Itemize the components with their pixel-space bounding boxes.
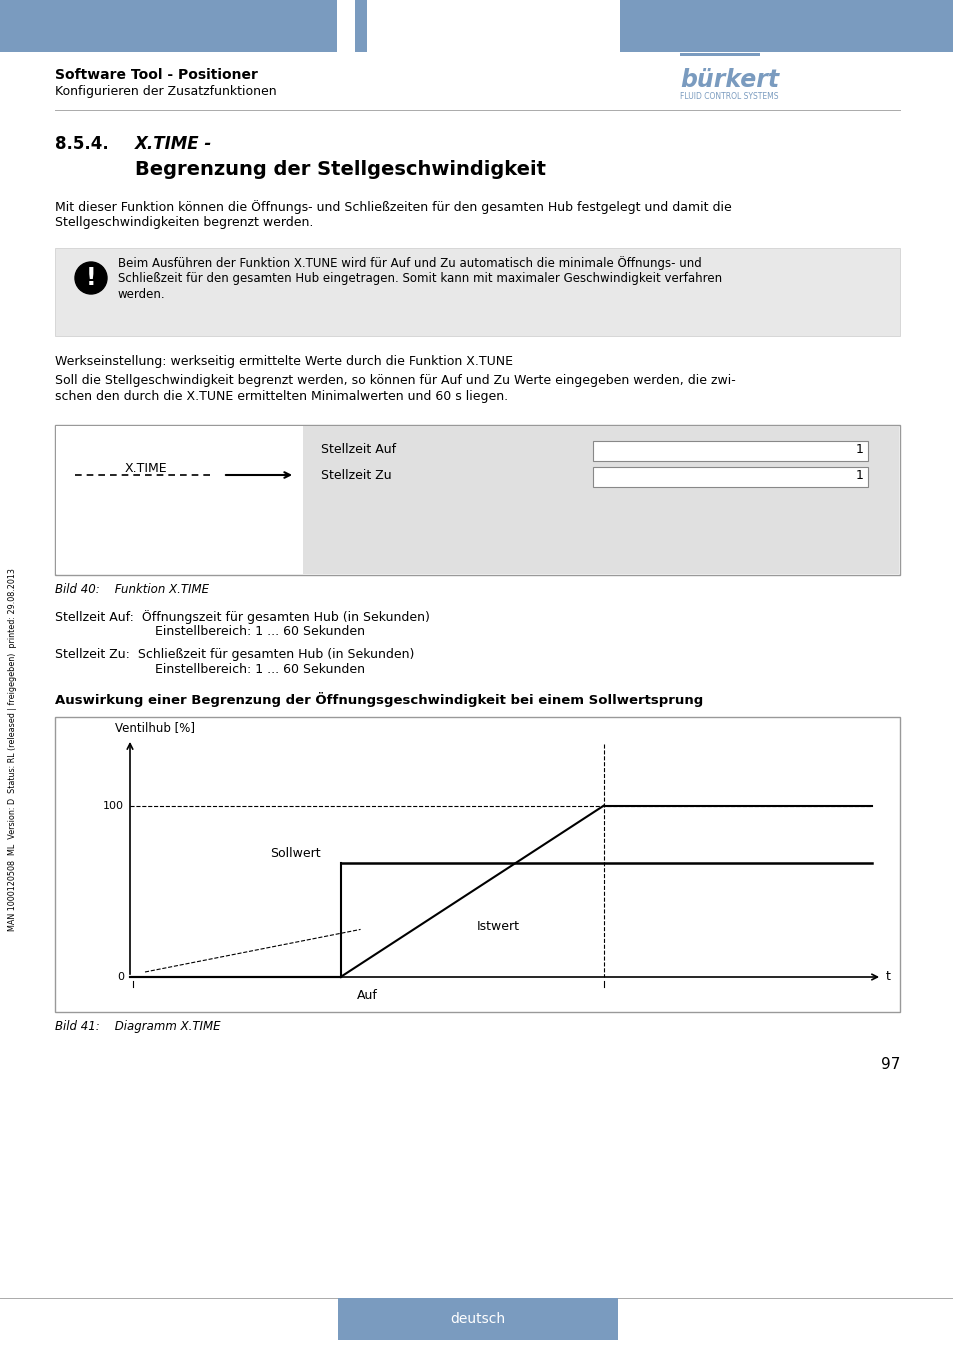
Text: Software Tool - Positioner: Software Tool - Positioner [55,68,257,82]
Text: MAN 1000120508  ML  Version: D  Status: RL (released | freigegeben)  printed: 29: MAN 1000120508 ML Version: D Status: RL … [9,568,17,932]
Bar [716,47,728,53]
Bar [593,441,867,460]
Text: 100: 100 [103,801,124,810]
Bar [619,0,953,53]
Circle shape [75,262,107,294]
Text: Stellzeit Zu: Stellzeit Zu [320,468,392,482]
Text: Schließzeit für den gesamten Hub eingetragen. Somit kann mit maximaler Geschwind: Schließzeit für den gesamten Hub eingetr… [118,271,721,285]
Text: Auswirkung einer Begrenzung der Öffnungsgeschwindigkeit bei einem Sollwertsprung: Auswirkung einer Begrenzung der Öffnungs… [55,693,702,707]
Bar [0,0,336,53]
Text: Einstellbereich: 1 ... 60 Sekunden: Einstellbereich: 1 ... 60 Sekunden [154,663,365,676]
Bar [55,717,899,1012]
Text: !: ! [86,266,96,290]
Text: 97: 97 [880,1057,899,1072]
Text: bürkert: bürkert [679,68,779,92]
Text: Stellzeit Auf: Stellzeit Auf [320,443,395,456]
Bar [55,248,899,336]
Text: FLUID CONTROL SYSTEMS: FLUID CONTROL SYSTEMS [679,92,778,101]
Text: t: t [885,971,890,984]
Bar [56,427,303,574]
Text: Sollwert: Sollwert [271,846,321,860]
Bar [679,47,692,53]
Bar [593,467,867,487]
Text: Stellzeit Zu:  Schließzeit für gesamten Hub (in Sekunden): Stellzeit Zu: Schließzeit für gesamten H… [55,648,414,662]
Text: 1: 1 [855,443,863,456]
Text: Begrenzung der Stellgeschwindigkeit: Begrenzung der Stellgeschwindigkeit [135,161,545,180]
Text: Konfigurieren der Zusatzfunktionen: Konfigurieren der Zusatzfunktionen [55,85,276,99]
Bar [303,427,898,574]
Bar [679,53,760,55]
Bar [355,0,367,53]
Text: Werkseinstellung: werkseitig ermittelte Werte durch die Funktion X.TUNE: Werkseinstellung: werkseitig ermittelte … [55,355,513,369]
Text: Auf: Auf [356,990,377,1002]
Text: Ventilhub [%]: Ventilhub [%] [115,721,194,734]
Text: Einstellbereich: 1 ... 60 Sekunden: Einstellbereich: 1 ... 60 Sekunden [154,625,365,639]
Text: Bild 40:    Funktion X.TIME: Bild 40: Funktion X.TIME [55,583,209,595]
Text: X.TIME: X.TIME [125,462,168,475]
Text: werden.: werden. [118,288,166,301]
Bar [337,1297,618,1341]
Text: Mit dieser Funktion können die Öffnungs- und Schließzeiten für den gesamten Hub : Mit dieser Funktion können die Öffnungs-… [55,200,731,213]
Text: Soll die Stellgeschwindigkeit begrenzt werden, so können für Auf und Zu Werte ei: Soll die Stellgeschwindigkeit begrenzt w… [55,374,735,387]
Text: 0: 0 [117,972,124,981]
Bar [698,47,710,53]
Text: Beim Ausführen der Funktion X.TUNE wird für Auf und Zu automatisch die minimale : Beim Ausführen der Funktion X.TUNE wird … [118,256,701,270]
Text: schen den durch die X.TUNE ermittelten Minimalwerten und 60 s liegen.: schen den durch die X.TUNE ermittelten M… [55,390,508,404]
Text: X.TIME -: X.TIME - [135,135,212,153]
Text: Bild 41:    Diagramm X.TIME: Bild 41: Diagramm X.TIME [55,1021,220,1033]
Text: deutsch: deutsch [450,1312,505,1326]
Text: Istwert: Istwert [476,921,519,933]
Bar [55,425,899,575]
Text: Stellgeschwindigkeiten begrenzt werden.: Stellgeschwindigkeiten begrenzt werden. [55,216,313,230]
Text: 8.5.4.: 8.5.4. [55,135,109,153]
Text: Stellzeit Auf:  Öffnungszeit für gesamten Hub (in Sekunden): Stellzeit Auf: Öffnungszeit für gesamten… [55,610,430,624]
Text: 1: 1 [855,468,863,482]
